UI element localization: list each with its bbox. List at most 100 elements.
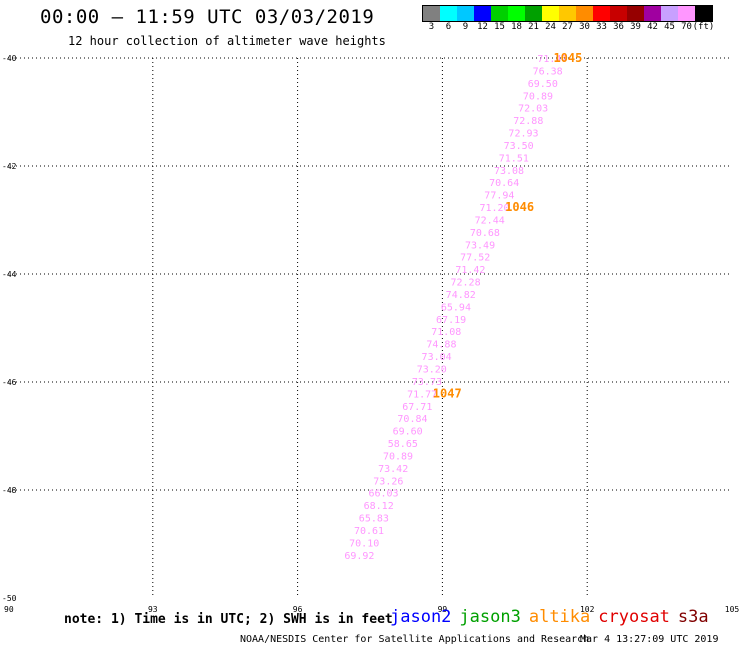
swh-point-label: 72.03	[518, 104, 548, 115]
color-legend-labels: 3 6 9 12 15 18 21 24 27 30 33 36 39 42 45 70 (ft)	[422, 22, 740, 34]
color-legend	[422, 5, 713, 22]
x-tick-label: 90	[4, 605, 14, 614]
swh-point-label: 73.73	[412, 377, 442, 388]
y-tick-label: -42	[2, 162, 17, 171]
legend-label: 36	[613, 22, 624, 32]
swh-point-label: 74.88	[426, 340, 456, 351]
legend-swatch	[525, 6, 542, 21]
swh-point-label: 58.65	[388, 439, 418, 450]
satellite-cryosat: cryosat	[598, 607, 670, 627]
legend-swatch	[491, 6, 508, 21]
legend-swatch	[644, 6, 661, 21]
swh-point-label: 70.61	[354, 526, 384, 537]
swh-point-label: 70.89	[383, 451, 413, 462]
y-tick-label: -40	[2, 54, 17, 63]
swh-point-label: 69.50	[528, 79, 558, 90]
satellite-s3a: s3a	[677, 607, 709, 627]
satellite-jason3: jason3	[459, 607, 521, 627]
legend-label: 6	[445, 22, 452, 32]
swh-point-label: 71.51	[499, 153, 529, 164]
satellite-altika: altika	[528, 607, 591, 627]
legend-label: 30	[579, 22, 590, 32]
chart-subtitle: 12 hour collection of altimeter wave hei…	[68, 34, 386, 48]
y-tick-label: -46	[2, 378, 17, 387]
legend-swatch	[440, 6, 457, 21]
x-tick-label: 105	[725, 605, 740, 614]
legend-swatch	[610, 6, 627, 21]
swh-point-label: 73.26	[373, 476, 403, 487]
x-tick-label: 96	[293, 605, 303, 614]
time-labels: 1045 1046 1047	[433, 51, 583, 400]
swh-point-label: 70.10	[349, 538, 379, 549]
y-tick-label: -48	[2, 486, 17, 495]
legend-label: 12	[477, 22, 488, 32]
swh-point-label: 72.93	[508, 129, 538, 140]
swh-point-label: 71.77	[407, 389, 437, 400]
swh-point-label: 69.92	[344, 551, 374, 562]
legend-label: (ft)	[692, 22, 715, 32]
legend-label: 70	[681, 22, 692, 32]
y-tick-label: -44	[2, 270, 17, 279]
x-tick-label: 93	[148, 605, 158, 614]
legend-swatch	[695, 6, 712, 21]
legend-swatch	[542, 6, 559, 21]
legend-label: 15	[494, 22, 505, 32]
generated-timestamp: Mar 4 13:27:09 UTC 2019	[580, 634, 719, 645]
x-tick-label: 102	[580, 605, 595, 614]
grid-lines	[8, 57, 732, 598]
time-label: 1047	[433, 386, 462, 400]
time-label: 1046	[505, 200, 534, 214]
credit-line: NOAA/NESDIS Center for Satellite Applica…	[240, 634, 590, 645]
legend-label: 42	[647, 22, 658, 32]
legend-label: 45	[664, 22, 675, 32]
satellite-jason2: jason2	[390, 607, 452, 627]
legend-label: 3	[428, 22, 435, 32]
legend-swatch	[661, 6, 678, 21]
swh-point-label: 71.47	[537, 54, 567, 65]
footer-note: note: 1) Time is in UTC; 2) SWH is in fe…	[64, 612, 393, 627]
y-tick-label: -50	[2, 594, 17, 603]
legend-label: 9	[462, 22, 469, 32]
legend-label: 24	[545, 22, 556, 32]
axes: 90 93 96 99 102 105 -40 -42 -44 -46 -48 -50	[2, 54, 739, 614]
swh-point-label: 72.88	[513, 116, 543, 127]
legend-swatch	[457, 6, 474, 21]
legend-swatch	[678, 6, 695, 21]
legend-swatch	[508, 6, 525, 21]
swh-point-label: 72.44	[475, 215, 505, 226]
legend-label: 33	[596, 22, 607, 32]
swh-point-label: 73.08	[494, 166, 524, 177]
x-tick-label: 99	[438, 605, 448, 614]
swh-point-label: 77.52	[460, 253, 490, 264]
swh-point-label: 73.50	[504, 141, 534, 152]
legend-swatch	[627, 6, 644, 21]
swh-point-label: 73.20	[417, 365, 447, 376]
swh-point-label: 69.60	[393, 427, 423, 438]
swh-point-label: 76.38	[533, 66, 563, 77]
swh-point-label: 74.82	[446, 290, 476, 301]
swh-point-label: 70.64	[489, 178, 519, 189]
swh-point-label: 67.19	[436, 315, 466, 326]
legend-swatch	[423, 6, 440, 21]
legend-label: 39	[630, 22, 641, 32]
swh-point-label: 67.71	[402, 402, 432, 413]
chart-title: 00:00 – 11:59 UTC 03/03/2019	[40, 6, 375, 28]
swh-point-label: 70.89	[523, 91, 553, 102]
legend-swatch	[474, 6, 491, 21]
swh-point-label: 71.20	[479, 203, 509, 214]
swh-point-label: 72.28	[451, 278, 481, 289]
swh-points: 71.4776.3869.5070.8972.0372.8872.9373.50…	[344, 54, 567, 562]
swh-point-label: 73.49	[465, 240, 495, 251]
swh-point-label: 68.12	[364, 501, 394, 512]
swh-point-label: 71.42	[455, 265, 485, 276]
swh-point-label: 73.42	[378, 464, 408, 475]
satellite-legend: jason2 jason3 altika cryosat s3a	[390, 607, 717, 627]
legend-swatch	[593, 6, 610, 21]
swh-point-label: 66.03	[368, 489, 398, 500]
swh-point-label: 73.04	[422, 352, 452, 363]
legend-label: 27	[562, 22, 573, 32]
swh-point-label: 70.68	[470, 228, 500, 239]
swh-point-label: 70.84	[397, 414, 427, 425]
legend-label: 21	[528, 22, 539, 32]
